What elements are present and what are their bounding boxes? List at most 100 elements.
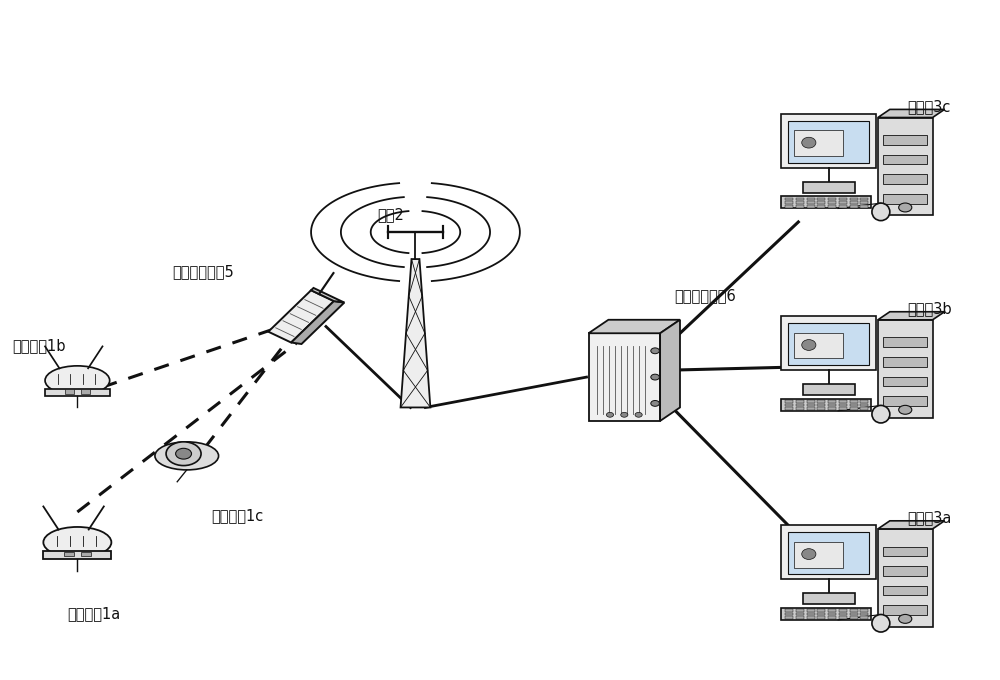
Bar <box>839 613 847 615</box>
Bar <box>883 135 927 145</box>
Bar <box>785 198 793 200</box>
Bar <box>850 403 858 406</box>
Text: 终端设备1a: 终端设备1a <box>67 607 121 622</box>
Circle shape <box>651 374 659 380</box>
Bar <box>828 613 836 615</box>
Bar <box>878 529 933 627</box>
Text: 服务器3b: 服务器3b <box>908 301 952 316</box>
Bar <box>81 551 91 556</box>
Bar <box>788 323 869 365</box>
Bar <box>883 357 927 367</box>
Polygon shape <box>268 290 334 343</box>
Polygon shape <box>291 301 344 344</box>
Bar <box>839 205 847 207</box>
Circle shape <box>899 405 912 414</box>
Bar <box>785 201 793 204</box>
Bar <box>781 114 876 168</box>
Bar <box>788 532 869 574</box>
Bar <box>828 201 836 204</box>
Bar <box>860 198 868 200</box>
Ellipse shape <box>872 615 890 632</box>
Bar <box>807 407 815 410</box>
Bar <box>781 316 876 371</box>
Bar <box>781 197 871 209</box>
Bar <box>817 609 825 611</box>
Circle shape <box>651 401 659 407</box>
Bar <box>817 613 825 615</box>
Polygon shape <box>311 288 344 303</box>
Bar <box>828 616 836 619</box>
Bar <box>839 407 847 410</box>
Bar <box>883 396 927 406</box>
Bar <box>781 526 876 579</box>
Bar <box>796 609 804 611</box>
Bar <box>839 609 847 611</box>
Bar <box>860 400 868 403</box>
Bar <box>828 403 836 406</box>
Bar <box>860 616 868 619</box>
Bar <box>781 608 871 620</box>
Bar <box>883 585 927 596</box>
Polygon shape <box>878 311 945 320</box>
Polygon shape <box>878 109 945 118</box>
Text: 终端设备1b: 终端设备1b <box>13 339 66 354</box>
Bar <box>860 403 868 406</box>
Text: 第一网络设备5: 第一网络设备5 <box>172 265 234 279</box>
Bar <box>64 551 74 556</box>
Bar <box>807 609 815 611</box>
Bar <box>883 566 927 576</box>
Bar <box>781 398 871 411</box>
Ellipse shape <box>45 366 110 395</box>
Bar <box>883 547 927 556</box>
Polygon shape <box>878 521 945 529</box>
Bar <box>828 205 836 207</box>
Bar <box>788 120 869 163</box>
Circle shape <box>651 348 659 354</box>
Bar <box>796 616 804 619</box>
Bar <box>803 384 855 395</box>
Bar <box>828 609 836 611</box>
Text: 服务器3c: 服务器3c <box>908 99 951 114</box>
Ellipse shape <box>155 442 219 470</box>
Bar <box>817 201 825 204</box>
Bar <box>828 400 836 403</box>
Bar <box>589 333 660 421</box>
Circle shape <box>166 442 201 466</box>
Bar <box>785 403 793 406</box>
Text: 服务器3a: 服务器3a <box>908 511 952 526</box>
Circle shape <box>635 412 642 418</box>
Bar <box>807 613 815 615</box>
Bar <box>839 201 847 204</box>
Bar <box>807 400 815 403</box>
Bar <box>785 616 793 619</box>
Bar <box>850 400 858 403</box>
Bar <box>860 609 868 611</box>
Bar <box>860 201 868 204</box>
Polygon shape <box>589 320 680 333</box>
Bar <box>807 616 815 619</box>
Bar <box>65 390 74 394</box>
Bar <box>850 407 858 410</box>
Bar <box>850 201 858 204</box>
Circle shape <box>899 615 912 624</box>
Bar <box>796 198 804 200</box>
Bar <box>803 593 855 605</box>
Bar <box>807 201 815 204</box>
Bar <box>839 403 847 406</box>
Bar <box>850 609 858 611</box>
Bar <box>883 194 927 203</box>
Bar <box>883 154 927 165</box>
Bar <box>807 198 815 200</box>
Bar <box>839 400 847 403</box>
Bar <box>817 403 825 406</box>
Text: 第二网络设备6: 第二网络设备6 <box>674 288 736 303</box>
Ellipse shape <box>802 339 816 350</box>
Bar <box>785 609 793 611</box>
Bar <box>796 400 804 403</box>
Bar <box>860 205 868 207</box>
Bar <box>817 400 825 403</box>
Bar <box>883 337 927 347</box>
Bar <box>807 205 815 207</box>
Polygon shape <box>660 320 680 421</box>
Bar <box>803 182 855 193</box>
